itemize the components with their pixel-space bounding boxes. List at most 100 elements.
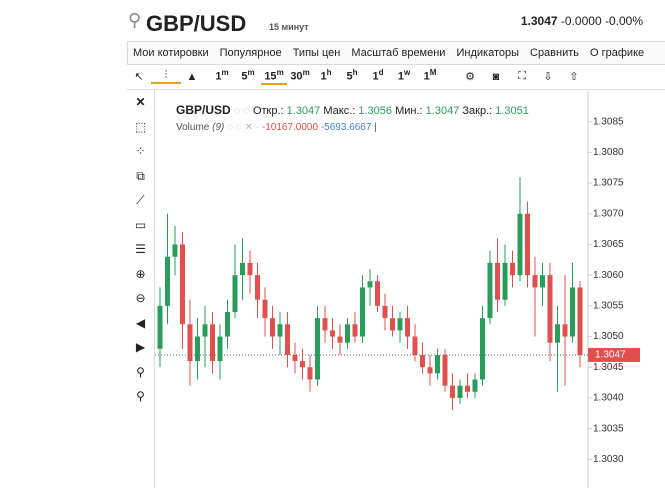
candle-body [300, 361, 305, 368]
tool[interactable]: ⧉ [136, 168, 145, 183]
tool[interactable]: ✕ [135, 95, 146, 109]
candle-body [345, 324, 350, 343]
y-tick-label: 1.3030 [593, 454, 624, 465]
interval-unit: m [302, 68, 310, 78]
candle-body [457, 385, 463, 398]
candle-body [172, 244, 178, 257]
interval-button[interactable]: 15m [261, 68, 287, 85]
candle-body [352, 324, 358, 337]
interval-num: 5 [241, 70, 248, 83]
candles-tool[interactable]: ⫶ [151, 69, 181, 84]
candle-body [202, 324, 208, 337]
area-tool[interactable]: ▲ [186, 70, 198, 83]
y-tick-label: 1.3050 [593, 331, 624, 342]
tool[interactable]: ⟋ [136, 193, 145, 207]
cursor-tool[interactable]: ↖ [134, 71, 144, 83]
snapshot[interactable]: ◙ [492, 70, 500, 83]
menu-item[interactable]: Масштаб времени [351, 47, 446, 59]
candle-body [187, 324, 193, 362]
y-tick-label: 1.3060 [593, 270, 624, 281]
price: 1.3047 [520, 14, 558, 28]
candle-body [442, 354, 448, 386]
candle-body [555, 324, 560, 343]
candle-body [390, 318, 395, 331]
candle-body [412, 336, 418, 355]
candle-body [532, 275, 538, 288]
candle-body [382, 305, 388, 319]
y-tick-label: 1.3045 [593, 362, 624, 373]
y-tick-label: 1.3080 [593, 147, 624, 158]
candle-body [397, 318, 403, 331]
open-value: 1.3047 [286, 105, 321, 117]
tool[interactable]: ⁘ [135, 144, 146, 158]
interval-button[interactable]: 1h [313, 68, 339, 85]
candle-body [292, 354, 298, 362]
candle-body [570, 287, 575, 337]
change: -0.0000 [560, 14, 602, 28]
volume-b: -5693.6667 [320, 122, 372, 133]
download[interactable]: ⇩ [543, 71, 553, 83]
candle-body [255, 275, 260, 300]
tool[interactable]: ☰ [135, 242, 146, 256]
candle-body [225, 311, 230, 337]
y-tick-label: 1.3065 [593, 239, 624, 250]
candle-body [517, 213, 523, 276]
interval-num: 1 [423, 70, 430, 83]
menu-item[interactable]: О графике [590, 47, 645, 59]
candle-body [165, 256, 170, 306]
tool[interactable]: ⬚ [134, 119, 147, 134]
interval-num: 1 [320, 70, 327, 83]
volume-a: -10167.0000 [261, 122, 319, 133]
menu-item[interactable]: Популярное [219, 47, 282, 59]
tool[interactable]: ⚲ [136, 364, 145, 379]
menu-item[interactable]: Типы цен [292, 47, 341, 59]
upload[interactable]: ⇧ [569, 71, 579, 83]
interval-num: 5 [346, 70, 353, 83]
menu-item[interactable]: Индикаторы [456, 47, 519, 59]
close-value: 1.3051 [495, 105, 529, 117]
candle-body [285, 324, 290, 355]
candle-body [562, 324, 568, 337]
interval-num: 1 [372, 70, 379, 83]
settings[interactable]: ⚙ [465, 71, 475, 83]
interval-button[interactable]: 1d [365, 68, 391, 85]
interval-unit: h [326, 68, 332, 78]
candle-body [465, 385, 470, 392]
candle-body [262, 299, 268, 319]
candle-body [232, 275, 238, 312]
candle-body [435, 354, 440, 374]
interval-button[interactable]: 1m [209, 68, 235, 85]
tool[interactable]: ⚲ [136, 389, 145, 403]
candle-body [547, 275, 553, 343]
change-pct: -0.00% [604, 14, 643, 28]
candle-body [195, 336, 200, 362]
interval: 15 минут [269, 22, 309, 32]
tool[interactable]: ⊖ [135, 291, 146, 305]
interval-button[interactable]: 30m [287, 68, 313, 85]
interval-num: 30 [290, 70, 303, 83]
interval-button[interactable]: 1M [417, 68, 443, 85]
candle-body [502, 262, 508, 300]
tool[interactable]: ◀ [135, 315, 146, 330]
candle-body [472, 379, 478, 392]
candle-body [315, 318, 320, 380]
tool[interactable]: ⊕ [135, 266, 146, 281]
last-price-label: 1.3047 [595, 350, 626, 361]
interval-button[interactable]: 5m [235, 68, 261, 85]
tool[interactable]: ▭ [134, 217, 147, 232]
menu-item[interactable]: Мои котировки [133, 47, 209, 59]
y-tick-label: 1.3070 [593, 208, 624, 219]
candle-body [180, 244, 185, 325]
candle-body [427, 367, 433, 374]
interval-button[interactable]: 1w [391, 68, 417, 85]
search-icon[interactable]: ⚲ [128, 10, 142, 30]
interval-button[interactable]: 5h [339, 68, 365, 85]
candle-body [217, 336, 223, 362]
candle-body [210, 324, 215, 362]
tool[interactable]: ▶ [135, 340, 146, 354]
candle-body [322, 318, 328, 331]
candle-body [405, 318, 410, 337]
fullscreen[interactable]: ⛶ [518, 70, 526, 82]
menu-item[interactable]: Сравнить [530, 47, 580, 59]
